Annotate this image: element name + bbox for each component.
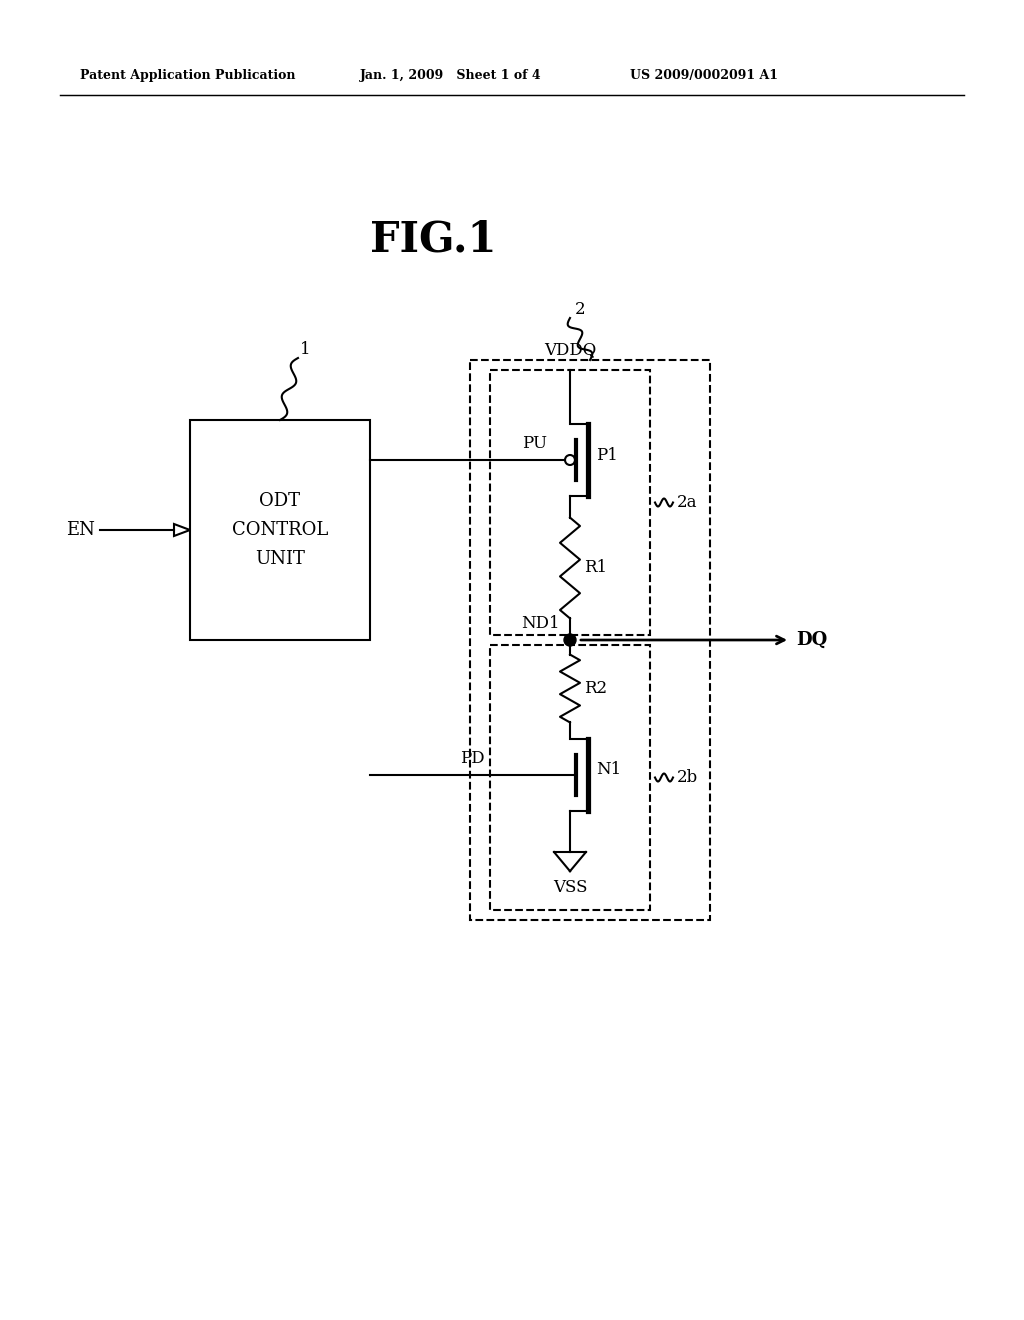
Text: Patent Application Publication: Patent Application Publication [80, 69, 296, 82]
Text: R2: R2 [584, 680, 607, 697]
Text: 2a: 2a [677, 494, 697, 511]
Bar [490, 645, 650, 909]
Text: US 2009/0002091 A1: US 2009/0002091 A1 [630, 69, 778, 82]
Text: ND1: ND1 [521, 615, 560, 632]
Text: EN: EN [67, 521, 95, 539]
Text: FIG.1: FIG.1 [370, 219, 497, 261]
Text: P1: P1 [596, 446, 617, 463]
Circle shape [564, 634, 575, 645]
Text: DQ: DQ [796, 631, 827, 649]
Text: 2b: 2b [677, 770, 698, 785]
Text: Jan. 1, 2009   Sheet 1 of 4: Jan. 1, 2009 Sheet 1 of 4 [360, 69, 542, 82]
Text: VDDQ: VDDQ [544, 341, 596, 358]
Text: PD: PD [460, 750, 484, 767]
Text: 1: 1 [300, 342, 310, 359]
Bar [490, 370, 650, 635]
Text: N1: N1 [596, 762, 622, 779]
Bar [470, 360, 710, 920]
Bar [190, 420, 370, 640]
Text: R1: R1 [584, 560, 607, 577]
Text: VSS: VSS [553, 879, 587, 896]
Text: ODT
CONTROL
UNIT: ODT CONTROL UNIT [231, 492, 328, 568]
Text: PU: PU [522, 436, 548, 451]
Text: 2: 2 [575, 301, 586, 318]
